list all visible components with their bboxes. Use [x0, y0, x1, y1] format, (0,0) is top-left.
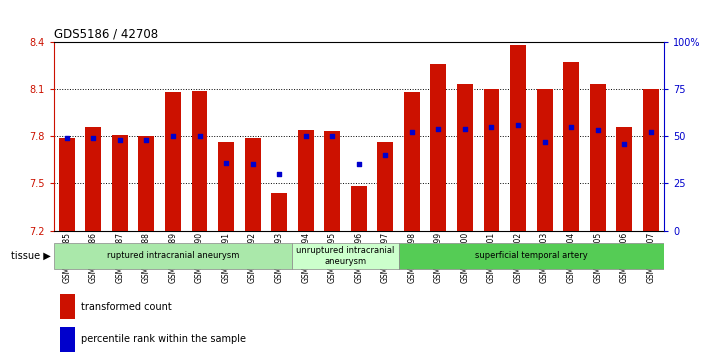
Bar	[351, 187, 367, 231]
Point	[539, 139, 550, 145]
Point	[167, 133, 178, 139]
Text: GDS5186 / 42708: GDS5186 / 42708	[54, 28, 158, 41]
Bar	[139, 136, 154, 231]
Bar	[245, 138, 261, 231]
Bar	[510, 45, 526, 231]
Point	[193, 133, 205, 139]
Bar	[271, 193, 287, 231]
Point	[353, 162, 365, 167]
Point	[618, 141, 630, 147]
Bar	[378, 142, 393, 231]
Bar	[563, 62, 579, 231]
Point	[273, 171, 285, 177]
Bar	[431, 64, 446, 231]
Point	[221, 160, 232, 166]
Point	[565, 124, 577, 130]
Point	[141, 137, 152, 143]
Point	[406, 130, 418, 135]
Point	[326, 133, 338, 139]
Point	[247, 162, 258, 167]
Text: ruptured intracranial aneurysm: ruptured intracranial aneurysm	[107, 252, 239, 260]
FancyBboxPatch shape	[293, 243, 398, 269]
Bar	[643, 89, 659, 231]
Bar	[616, 127, 632, 231]
Bar	[112, 135, 128, 231]
Bar	[324, 131, 340, 231]
Text: superficial temporal artery: superficial temporal artery	[475, 252, 588, 260]
FancyBboxPatch shape	[54, 243, 293, 269]
Text: unruptured intracranial
aneurysm: unruptured intracranial aneurysm	[296, 246, 395, 266]
Point	[61, 135, 73, 141]
Bar	[218, 142, 234, 231]
Point	[513, 122, 524, 128]
Bar	[483, 89, 500, 231]
Point	[114, 137, 126, 143]
Point	[486, 124, 497, 130]
Bar	[298, 130, 313, 231]
Bar	[60, 327, 75, 352]
FancyBboxPatch shape	[398, 243, 664, 269]
Point	[459, 126, 471, 131]
Point	[433, 126, 444, 131]
Point	[592, 127, 603, 133]
Bar	[404, 92, 420, 231]
Point	[88, 135, 99, 141]
Bar	[537, 89, 553, 231]
Bar	[86, 127, 101, 231]
Text: transformed count: transformed count	[81, 302, 172, 312]
Point	[380, 152, 391, 158]
Text: tissue ▶: tissue ▶	[11, 251, 51, 261]
Bar	[590, 84, 605, 231]
Bar	[59, 138, 75, 231]
Bar	[457, 84, 473, 231]
Point	[300, 133, 311, 139]
Point	[645, 130, 656, 135]
Bar	[60, 294, 75, 319]
Bar	[165, 92, 181, 231]
Bar	[191, 90, 208, 231]
Text: percentile rank within the sample: percentile rank within the sample	[81, 334, 246, 344]
